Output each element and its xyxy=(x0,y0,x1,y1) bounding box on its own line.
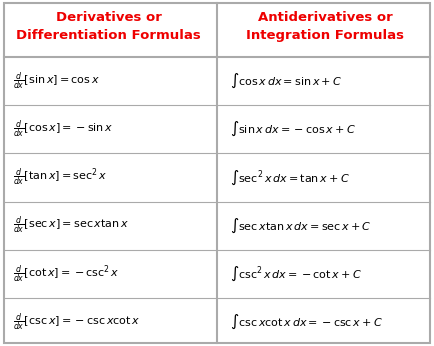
Text: $\int \sec x\tan x\,dx = \sec x + C$: $\int \sec x\tan x\,dx = \sec x + C$ xyxy=(230,217,372,235)
Text: Antiderivatives or
Integration Formulas: Antiderivatives or Integration Formulas xyxy=(247,11,404,42)
Text: $\int \sec^2 x\,dx = \tan x + C$: $\int \sec^2 x\,dx = \tan x + C$ xyxy=(230,169,350,186)
Text: $\int \sin x\,dx = -\cos x + C$: $\int \sin x\,dx = -\cos x + C$ xyxy=(230,120,356,138)
Text: Derivatives or
Differentiation Formulas: Derivatives or Differentiation Formulas xyxy=(16,11,201,42)
Text: $\frac{d}{dx}[\csc x] = -\csc x\cot x$: $\frac{d}{dx}[\csc x] = -\csc x\cot x$ xyxy=(13,311,141,333)
Text: $\int \cos x\,dx = \sin x + C$: $\int \cos x\,dx = \sin x + C$ xyxy=(230,72,342,90)
Text: $\frac{d}{dx}[\sec x] = \sec x\tan x$: $\frac{d}{dx}[\sec x] = \sec x\tan x$ xyxy=(13,215,129,236)
Text: $\int \csc^2 x\,dx = -\cot x + C$: $\int \csc^2 x\,dx = -\cot x + C$ xyxy=(230,265,362,283)
Text: $\frac{d}{dx}[\cot x] = -\csc^2 x$: $\frac{d}{dx}[\cot x] = -\csc^2 x$ xyxy=(13,263,119,284)
Text: $\frac{d}{dx}[\sin x] = \cos x$: $\frac{d}{dx}[\sin x] = \cos x$ xyxy=(13,71,100,92)
Text: $\frac{d}{dx}[\cos x] = -\sin x$: $\frac{d}{dx}[\cos x] = -\sin x$ xyxy=(13,119,113,140)
Text: $\int \csc x\cot x\,dx = -\csc x + C$: $\int \csc x\cot x\,dx = -\csc x + C$ xyxy=(230,313,383,331)
Text: $\frac{d}{dx}[\tan x] = \sec^2 x$: $\frac{d}{dx}[\tan x] = \sec^2 x$ xyxy=(13,167,108,188)
